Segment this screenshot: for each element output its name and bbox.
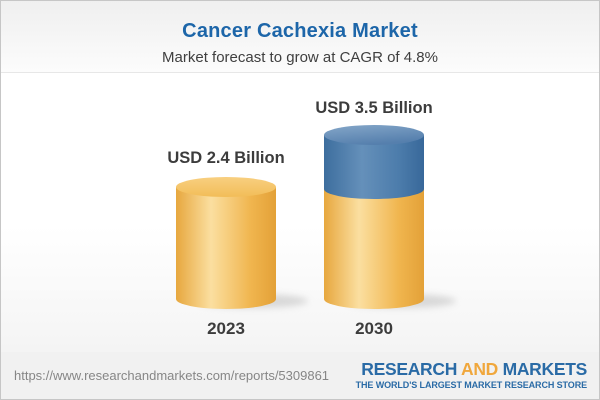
value-label-2023: USD 2.4 Billion bbox=[167, 149, 285, 167]
logo-tagline: THE WORLD'S LARGEST MARKET RESEARCH STOR… bbox=[355, 380, 587, 391]
report-url: https://www.researchandmarkets.com/repor… bbox=[14, 368, 330, 383]
cylinder-chart-canvas bbox=[176, 125, 456, 309]
axis-label-2030: 2030 bbox=[355, 319, 393, 338]
chart-title: Cancer Cachexia Market bbox=[182, 20, 418, 42]
research-and-markets-logo: RESEARCH AND MARKETS THE WORLD'S LARGEST… bbox=[355, 358, 588, 391]
logo-wordmark: RESEARCH AND MARKETS bbox=[356, 358, 588, 379]
chart-subtitle: Market forecast to grow at CAGR of 4.8% bbox=[162, 49, 438, 66]
axis-label-2023: 2023 bbox=[207, 319, 245, 338]
cylinder-2030 bbox=[324, 125, 424, 309]
value-label-2030: USD 3.5 Billion bbox=[315, 99, 433, 117]
chart-area: USD 2.4 Billion USD 3.5 Billion 2023 203… bbox=[1, 73, 599, 352]
logo-word-research: RESEARCH bbox=[361, 358, 458, 379]
logo-word-and: AND bbox=[460, 358, 498, 379]
logo-word-markets: MARKETS bbox=[502, 358, 588, 379]
cylinder-2023 bbox=[176, 177, 276, 309]
chart-header: Cancer Cachexia Market Market forecast t… bbox=[1, 1, 599, 73]
footer-bar: https://www.researchandmarkets.com/repor… bbox=[1, 352, 599, 399]
